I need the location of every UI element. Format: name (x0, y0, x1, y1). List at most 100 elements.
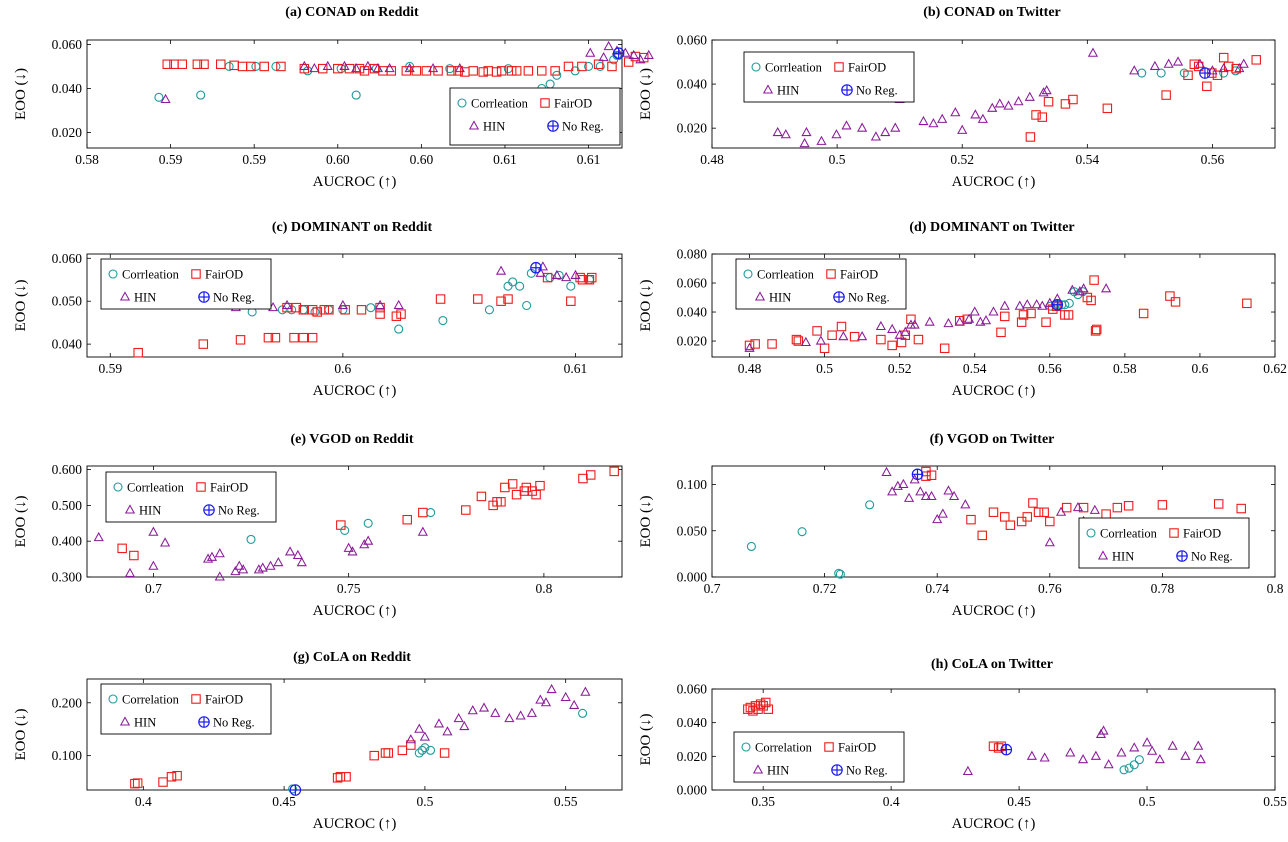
x-tick-label: 0.60 (410, 152, 434, 167)
point-hin (1013, 96, 1024, 106)
point-hin (454, 62, 465, 73)
legend-box (743, 51, 915, 103)
point-hin (1039, 752, 1050, 762)
point-hin (950, 107, 961, 117)
plot-frame (711, 253, 1276, 358)
point-fairod (584, 274, 595, 285)
point-fairod (235, 335, 246, 345)
point-correlation (246, 534, 256, 544)
legend-label: FairOD (840, 268, 878, 282)
point-no-reg (831, 764, 843, 776)
point-hin (800, 336, 811, 347)
point-fairod (1061, 502, 1072, 513)
point-hin (928, 118, 939, 128)
point-hin (417, 526, 428, 536)
point-fairod (307, 332, 318, 343)
point-fairod (507, 479, 518, 489)
point-fairod (834, 62, 844, 72)
point-hin (384, 62, 395, 73)
point-hin (1065, 747, 1076, 757)
point-correlation (484, 305, 494, 315)
point-fairod (1231, 63, 1241, 74)
point-correlation (584, 61, 594, 71)
point-hin (987, 102, 998, 112)
chart-panel: (f) VGOD on Twitter 0.7 0.72 0.74 0.76 0.78 0.… (638, 432, 1284, 619)
point-fairod (587, 272, 597, 283)
point-fairod (793, 336, 804, 346)
point-no-reg (530, 261, 542, 274)
point-hin (273, 556, 284, 567)
chart-title: (g) CoLA on Reddit (293, 650, 411, 665)
point-fairod (216, 59, 226, 69)
point-correlation (113, 482, 123, 492)
point-fairod (566, 296, 576, 306)
point-correlation (425, 745, 436, 755)
point-no-reg (198, 716, 210, 728)
point-hin (1149, 60, 1160, 70)
point-hin (214, 548, 225, 558)
point-correlation (420, 743, 430, 753)
point-hin (214, 571, 225, 581)
point-fairod (1138, 308, 1149, 319)
point-fairod (500, 482, 510, 493)
point-hin (937, 508, 948, 518)
legend-label: Corrleation (122, 268, 180, 282)
plot-frame (86, 465, 623, 578)
legend-label: Corrleation (1100, 527, 1158, 541)
plot-frame (86, 39, 623, 149)
point-fairod (129, 550, 139, 561)
point-hin (1172, 56, 1184, 66)
point-fairod (827, 330, 837, 340)
point-fairod (750, 339, 760, 349)
point-hin (1234, 62, 1245, 73)
y-tick-label: 0.050 (52, 294, 83, 309)
point-hin (253, 564, 264, 574)
point-hin (347, 546, 358, 556)
point-hin (875, 320, 886, 331)
legend-label: FairOD (554, 97, 592, 111)
point-fairod (1005, 520, 1016, 530)
point-no-reg (841, 84, 853, 96)
point-correlation (438, 315, 448, 326)
point-correlation (746, 541, 756, 552)
legend-label: No Reg. (848, 291, 890, 305)
point-hin (1147, 745, 1158, 755)
point-fairod (383, 748, 394, 758)
point-correlation (751, 62, 761, 72)
legend-box (1078, 517, 1250, 569)
legend-label: No Reg. (1191, 550, 1233, 564)
point-hin (900, 326, 911, 336)
point-hin (119, 291, 131, 301)
point-hin (1141, 737, 1153, 747)
point-fairod (1169, 528, 1179, 538)
y-tick-label: 0.400 (52, 534, 83, 549)
point-fairod (824, 742, 834, 752)
point-hin (932, 513, 943, 524)
y-axis-label: EOO (↓) (13, 495, 29, 547)
point-hin (281, 299, 293, 310)
point-fairod (199, 59, 209, 69)
x-tick-label: 0.59 (159, 152, 183, 167)
x-tick-label: 0.56 (1201, 152, 1225, 167)
point-hin (257, 562, 268, 572)
x-tick-label: 0.55 (554, 794, 578, 809)
point-hin (881, 466, 892, 477)
point-fairod (298, 305, 309, 315)
point-fairod (491, 67, 502, 77)
point-no-reg (1199, 67, 1211, 79)
point-fairod (237, 61, 248, 72)
point-hin (206, 551, 218, 561)
point-hin (468, 120, 480, 130)
point-hin (937, 113, 948, 123)
point-hin (160, 537, 171, 547)
point-hin (551, 269, 562, 279)
point-hin (160, 93, 171, 104)
legend: Corrleation FairOD HIN No Reg. (743, 51, 915, 103)
point-hin (1194, 58, 1206, 68)
point-hin (841, 120, 852, 130)
point-fairod (133, 347, 143, 358)
x-tick-label: 0.4 (883, 794, 900, 809)
point-hin (585, 47, 596, 57)
legend-label: HIN (134, 716, 156, 730)
point-fairod (401, 66, 412, 76)
